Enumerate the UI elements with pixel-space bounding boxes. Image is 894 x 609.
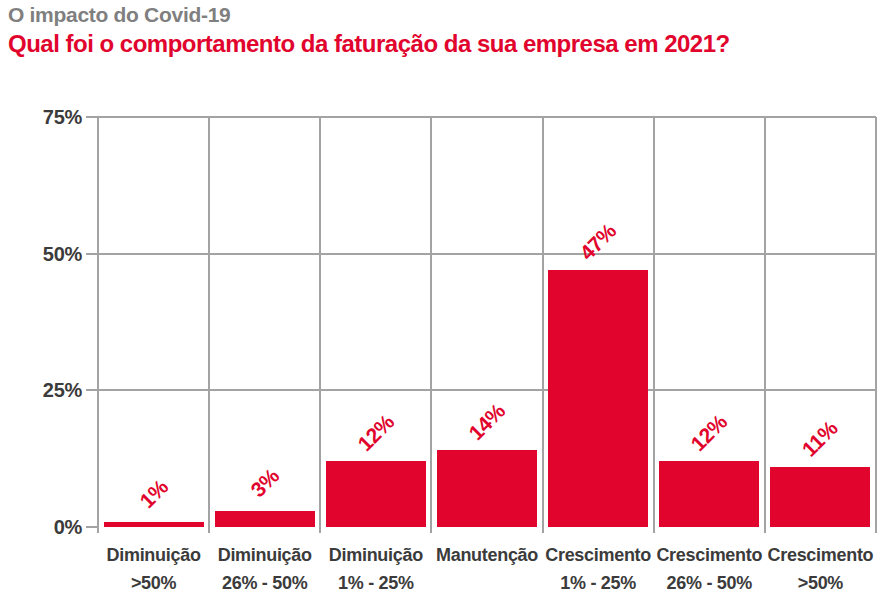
gridline-vertical xyxy=(319,117,321,533)
x-axis-category-line: Crescimento xyxy=(543,541,654,569)
bar-value-label: 3% xyxy=(246,464,284,502)
bar xyxy=(437,450,537,527)
bar-value-label: 11% xyxy=(798,416,843,461)
x-axis-category-line: >50% xyxy=(98,569,209,597)
gridline-vertical xyxy=(875,117,877,533)
bar xyxy=(326,461,426,527)
bar xyxy=(659,461,759,527)
x-axis-category-line: >50% xyxy=(765,569,876,597)
x-axis-category-line: Diminuição xyxy=(98,541,209,569)
bar-value-label: 12% xyxy=(353,410,399,456)
x-axis-category-label: Diminuição1% - 25% xyxy=(320,541,431,597)
y-axis-tick xyxy=(86,116,98,118)
gridline-vertical xyxy=(430,117,432,533)
gridline-horizontal xyxy=(98,389,876,391)
x-axis-category-label: Crescimento1% - 25% xyxy=(543,541,654,597)
gridline-vertical xyxy=(542,117,544,533)
bar xyxy=(770,467,870,527)
gridline-horizontal xyxy=(98,253,876,255)
bar xyxy=(548,270,648,527)
gridline-horizontal xyxy=(98,116,876,118)
x-axis-category-line: Manutenção xyxy=(431,541,542,569)
y-axis-tick xyxy=(86,389,98,391)
bar xyxy=(104,522,204,527)
x-axis-category-line: 26% - 50% xyxy=(209,569,320,597)
y-axis-label: 75% xyxy=(0,105,82,129)
bar-value-label: 14% xyxy=(464,399,510,445)
y-axis-label: 0% xyxy=(0,515,82,539)
x-axis-category-line: Crescimento xyxy=(654,541,765,569)
y-axis-label: 50% xyxy=(0,242,82,266)
x-axis-category-label: Crescimento26% - 50% xyxy=(654,541,765,597)
y-axis-label: 25% xyxy=(0,378,82,402)
x-axis-category-label: Diminuição26% - 50% xyxy=(209,541,320,597)
bar-value-label: 47% xyxy=(575,219,621,265)
gridline-vertical xyxy=(764,117,766,533)
gridline-vertical xyxy=(97,117,99,533)
x-axis-category-label: Manutenção xyxy=(431,541,542,569)
bar-chart: 0%25%50%75%1%Diminuição>50%3%Diminuição2… xyxy=(0,0,894,609)
bar-value-label: 12% xyxy=(686,410,732,456)
x-axis-category-line: 1% - 25% xyxy=(543,569,654,597)
bar-value-label: 1% xyxy=(135,475,173,513)
x-axis-category-line: Diminuição xyxy=(320,541,431,569)
gridline-vertical xyxy=(208,117,210,533)
gridline-vertical xyxy=(653,117,655,533)
y-axis-tick xyxy=(86,526,98,528)
x-axis-category-label: Crescimento>50% xyxy=(765,541,876,597)
y-axis-tick xyxy=(86,253,98,255)
x-axis-category-line: Crescimento xyxy=(765,541,876,569)
x-axis-category-line: 26% - 50% xyxy=(654,569,765,597)
x-axis-category-line: Diminuição xyxy=(209,541,320,569)
covid-revenue-chart-page: O impacto do Covid-19 Qual foi o comport… xyxy=(0,0,894,609)
x-axis-category-label: Diminuição>50% xyxy=(98,541,209,597)
x-axis-category-line: 1% - 25% xyxy=(320,569,431,597)
bar xyxy=(215,511,315,527)
